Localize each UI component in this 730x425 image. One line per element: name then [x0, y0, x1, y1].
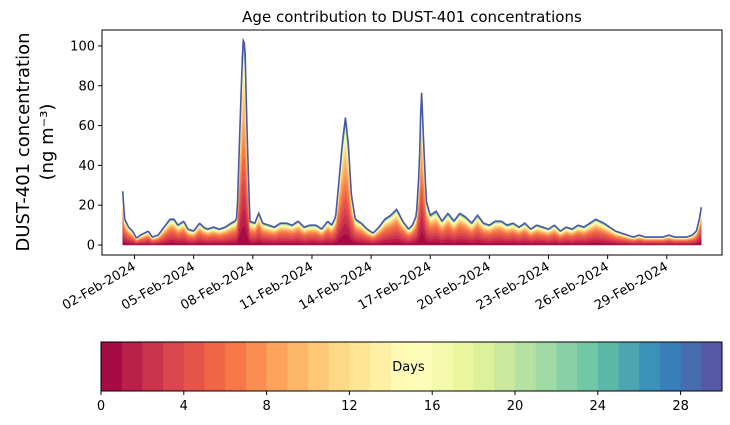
colorbar-tick-label: 16: [424, 399, 441, 414]
y-tick-label: 60: [78, 119, 95, 134]
y-axis: 0 20 40 60 80 100: [70, 39, 102, 254]
colorbar-bin-19: [473, 342, 495, 391]
colorbar-bin-7: [225, 342, 247, 391]
colorbar-bin-8: [245, 342, 268, 391]
colorbar-bin-16: [411, 342, 433, 391]
colorbar-tick-label: 4: [180, 399, 188, 414]
colorbar-bin-15: [390, 342, 412, 391]
colorbar-bin-21: [515, 342, 537, 391]
colorbar-tick-label: 28: [672, 399, 689, 414]
colorbar-label: Days: [392, 360, 425, 375]
colorbar-bin-18: [452, 342, 475, 391]
colorbar-bin-22: [535, 342, 557, 391]
age-band-20: [122, 52, 702, 239]
colorbar-bin-10: [287, 342, 309, 391]
age-band-30: [122, 39, 702, 238]
age-band-12: [122, 87, 702, 240]
colorbar-tick-label: 12: [341, 399, 358, 414]
age-band-16: [122, 64, 702, 239]
colorbar-bin-1: [101, 342, 123, 391]
colorbar-bin-4: [163, 342, 185, 391]
age-band-21: [122, 50, 702, 239]
chart-title: Age contribution to DUST-401 concentrati…: [242, 8, 582, 26]
colorbar-bin-28: [659, 342, 682, 391]
age-band-15: [122, 68, 702, 239]
colorbar-bin-20: [494, 342, 516, 391]
total-concentration-line: [121, 37, 703, 239]
colorbar-bin-27: [639, 342, 661, 391]
colorbar-bin-25: [597, 342, 619, 391]
colorbar-bin-12: [328, 342, 350, 391]
age-band-26: [122, 43, 702, 238]
y-tick-label: 80: [78, 79, 95, 94]
age-band-9: [122, 120, 702, 241]
total-line-layer: [121, 37, 703, 239]
age-band-11: [122, 97, 702, 240]
colorbar-bin-3: [142, 342, 164, 391]
age-band-29: [122, 40, 702, 238]
colorbar-bin-17: [432, 342, 454, 391]
colorbar-bin-13: [349, 342, 371, 391]
y-tick-label: 20: [78, 199, 95, 214]
age-band-13: [122, 79, 702, 240]
colorbar-bin-2: [121, 342, 143, 391]
colorbar-bin-23: [556, 342, 578, 391]
colorbar-bin-24: [577, 342, 599, 391]
age-band-23: [122, 47, 702, 239]
colorbar-tick-label: 24: [590, 399, 607, 414]
y-tick-label: 40: [78, 159, 95, 174]
age-band-25: [122, 44, 702, 239]
colorbar-bin-30: [701, 342, 723, 391]
y-axis-units: (ng m⁻³): [37, 104, 58, 181]
colorbar-bin-14: [370, 342, 392, 391]
age-band-17: [122, 60, 702, 239]
colorbar-ticks: 0 4 8 12 16 20 24 28: [97, 391, 689, 414]
y-axis-label: DUST-401 concentration: [13, 32, 34, 251]
colorbar: [101, 342, 723, 391]
stacked-area-layer: [122, 39, 702, 246]
colorbar-bin-26: [618, 342, 640, 391]
age-band-14: [122, 73, 702, 240]
age-band-24: [122, 45, 702, 239]
colorbar-bin-5: [183, 342, 205, 391]
age-band-27: [122, 42, 702, 238]
colorbar-tick-label: 8: [262, 399, 270, 414]
colorbar-bin-6: [204, 342, 226, 391]
age-band-10: [122, 108, 702, 241]
age-band-22: [122, 48, 702, 239]
colorbar-frame: [100, 341, 723, 392]
colorbar-bin-9: [266, 342, 288, 391]
y-axis-label-group: DUST-401 concentration (ng m⁻³): [13, 32, 58, 251]
colorbar-bin-11: [308, 342, 330, 391]
age-band-19: [122, 55, 702, 239]
colorbar-tick-label: 20: [507, 399, 524, 414]
y-tick-label: 0: [87, 239, 95, 254]
y-tick-label: 100: [70, 39, 95, 54]
plot-frame: [101, 29, 723, 256]
colorbar-tick-label: 0: [97, 399, 105, 414]
colorbar-bin-29: [680, 342, 702, 391]
age-band-18: [122, 57, 702, 239]
age-band-28: [122, 41, 702, 238]
x-axis: 02-Feb-202405-Feb-202408-Feb-202411-Feb-…: [60, 255, 671, 313]
